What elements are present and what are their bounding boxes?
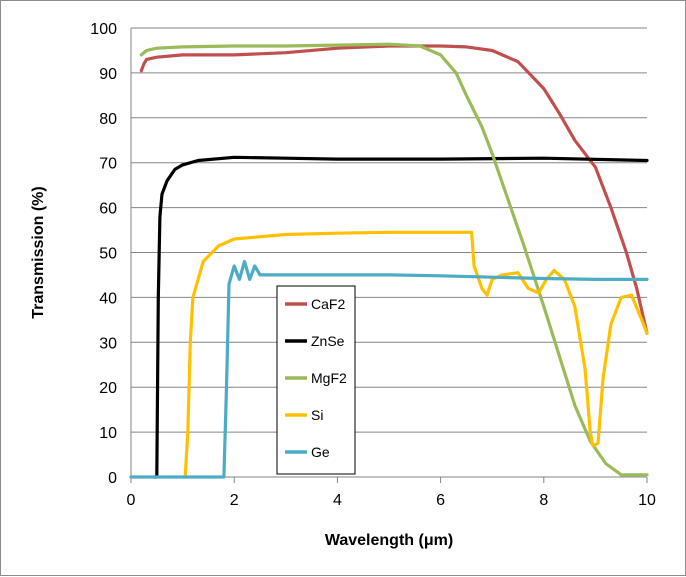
x-tick-label: 0 <box>127 492 136 509</box>
series-line-caf2 <box>139 44 649 335</box>
legend-box <box>276 285 356 475</box>
x-axis-title: Wavelength (μm) <box>325 532 453 549</box>
legend-label-caf2: CaF2 <box>311 296 345 312</box>
y-tick-label: 60 <box>99 201 117 218</box>
y-tick-label: 70 <box>99 156 117 173</box>
series-line-ge <box>129 259 649 479</box>
y-tick-label: 40 <box>99 290 117 307</box>
series-line-mgf2 <box>139 42 649 477</box>
legend-label-znse: ZnSe <box>311 333 345 349</box>
legend-label-mgf2: MgF2 <box>311 370 347 386</box>
legend-label-ge: Ge <box>311 444 330 460</box>
x-tick-label: 2 <box>230 492 239 509</box>
y-tick-label: 100 <box>90 21 117 38</box>
tick-labels: 0 10 20 30 40 50 60 70 80 90 100 0 2 4 6 8 10 <box>90 21 656 509</box>
legend: CaF2 ZnSe MgF2 Si Ge <box>276 285 356 475</box>
y-tick-label: 20 <box>99 380 117 397</box>
series-line-znse <box>152 155 649 479</box>
x-tick-label: 4 <box>333 492 342 509</box>
series-line-si <box>183 230 649 479</box>
x-tick-label: 10 <box>638 492 656 509</box>
y-tick-label: 90 <box>99 66 117 83</box>
x-tick-label: 6 <box>436 492 445 509</box>
y-tick-label: 0 <box>108 470 117 487</box>
y-tick-label: 10 <box>99 425 117 442</box>
x-tick-label: 8 <box>539 492 548 509</box>
y-axis-title: Transmission (%) <box>30 186 47 318</box>
series-lines <box>129 42 649 479</box>
y-tick-label: 30 <box>99 335 117 352</box>
y-tick-label: 80 <box>99 111 117 128</box>
legend-label-si: Si <box>311 407 323 423</box>
gridlines <box>131 27 647 433</box>
y-tick-label: 50 <box>99 246 117 263</box>
